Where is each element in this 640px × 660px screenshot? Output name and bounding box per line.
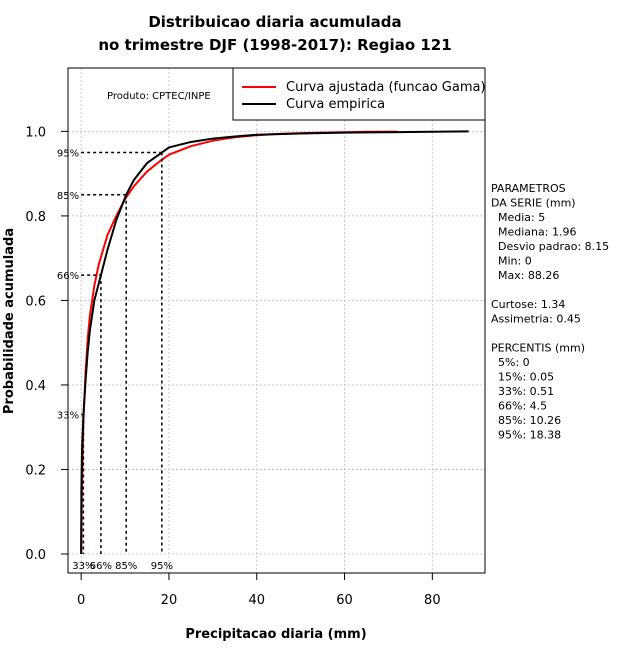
y-tick-label-5: 1.0	[25, 125, 46, 140]
chart-title-line1: Distribuicao diaria acumulada	[148, 13, 401, 31]
stats-line-17: 95%: 18.38	[491, 429, 561, 442]
x-tick-label-0: 0	[77, 593, 85, 608]
percentile-label-x-1: 66%	[90, 561, 112, 572]
x-tick-label-2: 40	[248, 593, 265, 608]
series-group	[80, 130, 469, 554]
stats-line-12: 5%: 0	[491, 356, 530, 369]
stats-line-11: PERCENTIS (mm)	[491, 342, 585, 355]
stats-line-2: Media: 5	[491, 211, 545, 224]
legend-label-fitted: Curva ajustada (funcao Gama)	[286, 80, 486, 95]
y-tick-label-0: 0.0	[25, 548, 46, 563]
grid-lines	[68, 68, 485, 573]
stats-line-4: Desvio padrao: 8.15	[491, 240, 609, 253]
x-axis-title: Precipitacao diaria (mm)	[185, 627, 366, 642]
product-label: Produto: CPTEC/INPE	[107, 91, 211, 102]
y-tick-label-1: 0.2	[25, 463, 46, 478]
stats-panel: PARAMETROS DA SERIE (mm) Media: 5 Mediana…	[491, 182, 609, 442]
chart-title-line2: no trimestre DJF (1998-2017): Regiao 121	[98, 36, 451, 54]
percentile-label-x-2: 85%	[115, 561, 137, 572]
stats-line-8: Curtose: 1.34	[491, 298, 565, 311]
x-axis: 0 20 40 60 80	[77, 572, 441, 608]
percentile-label-x-0: 33%	[72, 561, 94, 572]
stats-line-3: Mediana: 1.96	[491, 226, 576, 239]
stats-line-0: PARAMETROS	[491, 182, 566, 195]
legend: Curva ajustada (funcao Gama) Curva empir…	[232, 67, 486, 121]
y-axis: 0.0 0.2 0.4 0.6 0.8 1.0	[25, 125, 69, 563]
percentile-label-x-3: 95%	[151, 561, 173, 572]
y-tick-label-3: 0.6	[25, 294, 46, 309]
x-tick-label-3: 60	[336, 593, 353, 608]
stats-line-6: Max: 88.26	[491, 269, 559, 282]
stats-line-15: 66%: 4.5	[491, 400, 547, 413]
legend-label-empirical: Curva empirica	[286, 97, 385, 112]
y-axis-title: Probabilidade acumulada	[2, 228, 17, 414]
x-tick-label-4: 80	[424, 593, 441, 608]
x-tick-label-1: 20	[161, 593, 178, 608]
series-line-fitted	[80, 130, 398, 554]
stats-line-14: 33%: 0.51	[491, 385, 554, 398]
percentile-markers: 33%33%66%66%85%85%95%95%	[57, 149, 173, 572]
stats-line-16: 85%: 10.26	[491, 414, 561, 427]
y-tick-label-2: 0.4	[25, 379, 46, 394]
stats-line-13: 15%: 0.05	[491, 371, 554, 384]
stats-line-5: Min: 0	[491, 255, 532, 268]
legend-box	[232, 67, 486, 121]
stats-line-1: DA SERIE (mm)	[491, 197, 576, 210]
stats-line-9: Assimetria: 0.45	[491, 313, 581, 326]
plot-frame	[67, 67, 486, 574]
series-line-empirical	[80, 130, 469, 554]
y-tick-label-4: 0.8	[25, 210, 46, 225]
